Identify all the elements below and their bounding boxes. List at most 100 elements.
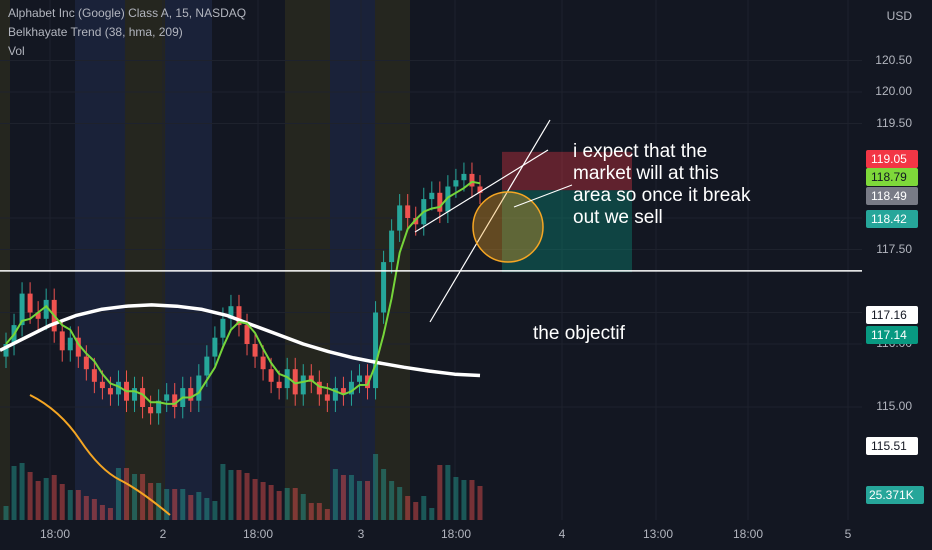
volume-bar (445, 465, 451, 520)
volume-label: Vol (8, 44, 25, 58)
session-band (0, 0, 10, 520)
session-band (165, 0, 212, 520)
candle-body (260, 356, 266, 370)
volume-bar (196, 492, 202, 520)
candle-body (244, 325, 250, 344)
level-badge: 117.16 (866, 306, 918, 324)
volume-bar (124, 468, 130, 520)
channel-line-lower (414, 149, 549, 233)
candle-body (284, 369, 290, 389)
volume-bar (252, 479, 258, 520)
candle-body (348, 381, 354, 395)
volume-bar (228, 470, 234, 520)
candle-body (27, 293, 33, 313)
candle-body (67, 337, 73, 351)
volume-bar (356, 481, 362, 520)
candle-body (477, 186, 483, 193)
volume-bar (268, 485, 274, 520)
last-price-badge: 118.42 (866, 210, 918, 228)
candle-body (156, 400, 162, 414)
candle-body (445, 186, 451, 212)
channel-line-upper (429, 119, 551, 323)
candle-body (172, 394, 178, 407)
volume-bar (59, 484, 65, 520)
price-tick-label: 115.00 (876, 399, 912, 413)
volume-bar (324, 509, 330, 520)
price-tick-label: 120.00 (875, 84, 912, 98)
note-line-4: out we sell (573, 207, 663, 228)
volume-bar (365, 481, 371, 520)
candle-body (413, 218, 419, 225)
candle-body (405, 205, 411, 218)
volume-bar (348, 475, 354, 520)
candle-body (453, 180, 459, 187)
volume-bar (140, 474, 146, 520)
candle-body (59, 331, 65, 351)
stop-zone (502, 151, 632, 191)
volume-bar (397, 487, 403, 520)
candle-body (308, 375, 314, 382)
volume-bar (132, 474, 138, 520)
time-tick-label: 2 (159, 527, 167, 541)
volume-bar (477, 486, 483, 520)
session-band (75, 0, 125, 520)
price-tick-label: 120.50 (875, 52, 912, 67)
volume-bar (172, 489, 178, 520)
time-tick-label: 5 (844, 527, 852, 541)
candle-body (268, 369, 274, 382)
candle-body (300, 375, 306, 395)
candle-body (373, 312, 379, 389)
candle-body (148, 407, 154, 414)
indicator-green (5, 180, 481, 405)
volume-bar (164, 489, 170, 520)
candle-body (188, 388, 194, 401)
candle-body (212, 337, 218, 357)
volume-bar (244, 473, 250, 520)
candle-body (429, 192, 435, 200)
time-tick-label: 18:00 (440, 527, 472, 541)
volume-bar (67, 490, 73, 520)
candle-body (292, 369, 298, 395)
volume-bar (99, 505, 105, 520)
volume-bar (373, 454, 379, 520)
candle-body (204, 356, 210, 376)
candle-body (437, 192, 443, 212)
candle-body (140, 388, 146, 407)
volume-bar (332, 469, 338, 520)
candle-body (469, 173, 475, 187)
session-band (285, 0, 330, 520)
indicator-label: Belkhayate Trend (38, hma, 209) (8, 25, 183, 39)
objective-note: the objectif (533, 323, 625, 344)
volume-bar (75, 490, 81, 520)
time-tick-label: 13:00 (642, 527, 674, 541)
volume-bar (437, 465, 443, 520)
candle-body (324, 394, 330, 401)
volume-bar (389, 481, 395, 520)
candle-body (3, 344, 9, 357)
candle-body (252, 344, 258, 357)
target-badge: 117.14 (866, 326, 918, 344)
volume-bar (156, 483, 162, 520)
candle-body (397, 205, 403, 231)
volume-bar (453, 477, 459, 520)
symbol-title: Alphabet Inc (Google) Class A, 15, NASDA… (8, 6, 247, 20)
candle-body (99, 381, 105, 389)
volume-bar (316, 503, 322, 520)
candle-body (316, 381, 322, 395)
volume-bar (429, 508, 435, 520)
candle-body (276, 381, 282, 389)
session-bands (0, 0, 410, 520)
candle-body (107, 388, 113, 395)
volume-bar (260, 482, 266, 520)
note-line-3: area so once it break (573, 185, 751, 206)
candle-body (43, 299, 49, 319)
candle-body (461, 173, 467, 181)
volume-bar (276, 491, 282, 520)
candle-body (75, 337, 81, 357)
volume-bar (188, 495, 194, 520)
volume-bar (35, 481, 41, 520)
volume-badge: 25.371K (866, 486, 924, 504)
time-tick-label: 18:00 (242, 527, 274, 541)
volume-bar (220, 464, 226, 520)
